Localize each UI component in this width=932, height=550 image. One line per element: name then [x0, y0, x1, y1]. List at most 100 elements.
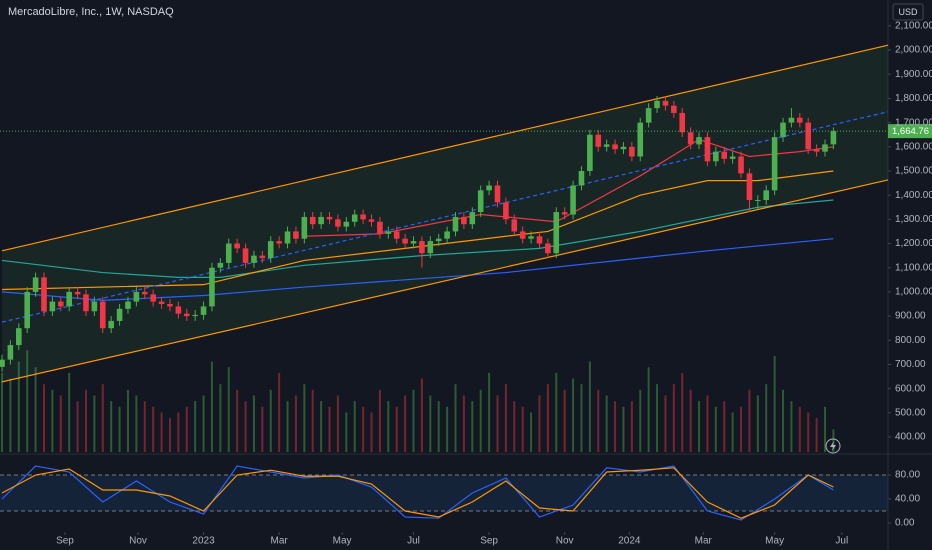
candle-body — [284, 231, 291, 244]
x-tick-label: Mar — [271, 536, 289, 547]
volume-bar — [185, 406, 188, 452]
y-tick-label: 700.00 — [895, 359, 926, 370]
y-tick-label: 800.00 — [895, 335, 926, 346]
candle-body — [654, 100, 660, 109]
volume-bar — [303, 384, 306, 452]
volume-bar — [647, 367, 650, 452]
candle-body — [679, 112, 686, 133]
volume-bar — [437, 401, 440, 452]
volume-bar — [706, 395, 709, 452]
volume-bar — [462, 395, 465, 452]
volume-bar — [84, 389, 87, 452]
x-tick-label: Sep — [480, 536, 498, 547]
oscillator-tick-label: 40.00 — [895, 494, 920, 505]
y-tick-label: 500.00 — [895, 407, 926, 418]
oscillator-tick-label: 0.00 — [895, 518, 915, 529]
y-tick-label: 2,100.00 — [895, 21, 932, 32]
volume-bar — [101, 384, 104, 452]
volume-bar — [656, 384, 659, 452]
candle-body — [805, 122, 812, 150]
volume-bar — [42, 384, 45, 452]
candle-body — [452, 216, 459, 232]
volume-bar — [572, 378, 575, 452]
volume-bar — [588, 361, 591, 452]
x-tick-label: 2024 — [618, 536, 641, 547]
candle-body — [309, 216, 316, 225]
candle-body — [116, 308, 123, 321]
y-tick-label: 1,100.00 — [895, 262, 932, 273]
volume-bar — [362, 406, 365, 452]
candle-body — [687, 132, 694, 145]
candle-body — [360, 214, 366, 220]
volume-bar — [824, 406, 827, 452]
replay-icon[interactable] — [825, 438, 841, 454]
oscillator-line — [1, 467, 834, 519]
volume-bar — [387, 401, 390, 452]
candle-body — [410, 241, 417, 244]
candle-body — [662, 100, 669, 106]
x-tick-label: Nov — [129, 536, 147, 547]
volume-bar — [420, 378, 423, 452]
candle-body — [57, 301, 64, 307]
volume-bar — [454, 384, 457, 452]
x-tick-label: Sep — [56, 536, 74, 547]
x-tick-label: Jul — [835, 536, 848, 547]
candle-body — [721, 151, 728, 159]
candle-body — [797, 117, 803, 123]
volume-bar — [168, 418, 171, 452]
volume-bar — [504, 384, 507, 452]
y-tick-label: 1,200.00 — [895, 238, 932, 249]
oscillator-tick-label: 80.00 — [895, 470, 920, 481]
volume-bar — [807, 412, 810, 452]
candle-body — [813, 149, 820, 152]
volume-bar — [278, 372, 281, 452]
candle-body — [477, 190, 484, 213]
volume-bar — [580, 384, 583, 452]
candle-body — [15, 328, 22, 346]
volume-bar — [370, 412, 373, 452]
candle-body — [671, 105, 677, 113]
volume-bar — [1, 372, 3, 452]
volume-bar — [210, 361, 213, 452]
y-tick-label: 1,600.00 — [895, 141, 932, 152]
volume-bar — [227, 367, 230, 452]
volume-bar — [731, 412, 734, 452]
last-price-box — [888, 124, 932, 139]
volume-bar — [639, 389, 642, 452]
oscillator-line — [1, 465, 834, 521]
candle-body — [755, 200, 761, 202]
moving-average — [1, 170, 834, 291]
volume-bar — [294, 395, 297, 452]
volume-bar — [530, 412, 533, 452]
candle-body — [0, 359, 5, 367]
candle-body — [259, 255, 266, 259]
volume-bar — [336, 395, 339, 452]
candle-body — [553, 212, 560, 254]
volume-bar — [68, 372, 71, 452]
candle-body — [225, 243, 232, 263]
volume-bar — [194, 401, 197, 452]
candle-body — [368, 219, 375, 222]
volume-bar — [59, 395, 62, 452]
candle-body — [469, 212, 476, 225]
candle-body — [335, 219, 341, 227]
volume-bar — [34, 367, 37, 452]
volume-bar — [614, 401, 617, 452]
replay-icon-bolt — [830, 441, 836, 451]
volume-bar — [269, 389, 272, 452]
volume-bar — [471, 401, 474, 452]
candle-body — [435, 238, 442, 242]
candle-body — [141, 291, 148, 295]
channel-middle — [1, 111, 889, 323]
volume-bar — [135, 395, 138, 452]
candle-body — [41, 277, 47, 312]
candle-body — [570, 185, 576, 215]
candle-body — [133, 291, 140, 302]
volume-bar — [286, 401, 289, 452]
candle-body — [24, 291, 30, 329]
volume-bar — [446, 406, 449, 452]
volume-bar — [261, 406, 264, 452]
plot: 400.00 500.00 600.00 700.00 800.00 900.00 1,00… — [0, 21, 932, 547]
volume-bar — [513, 401, 516, 452]
